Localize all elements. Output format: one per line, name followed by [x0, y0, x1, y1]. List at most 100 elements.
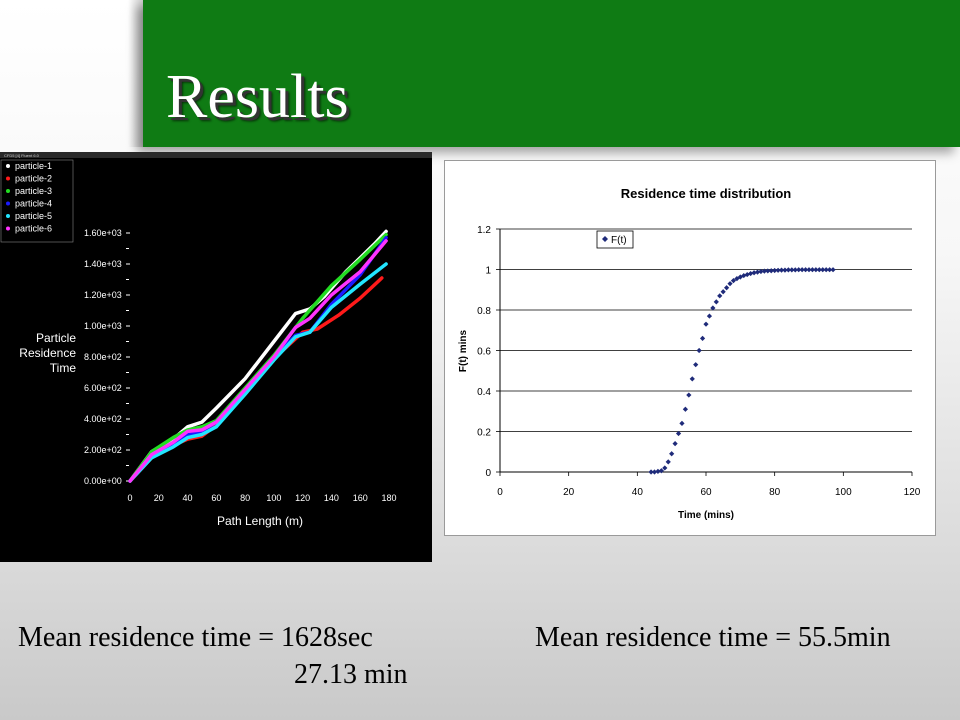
y-tick-label: 0.00e+00: [84, 476, 122, 486]
data-point: [686, 392, 692, 398]
data-point: [806, 267, 812, 273]
x-tick-label: 80: [240, 493, 250, 503]
data-point: [744, 271, 750, 278]
y-tick-label: 1: [485, 266, 491, 277]
legend-marker-particle-2: [6, 176, 10, 181]
data-point: [699, 335, 706, 341]
x-tick-label: 180: [381, 493, 396, 503]
data-point: [768, 268, 774, 274]
data-point: [669, 451, 675, 457]
data-point: [754, 269, 761, 275]
data-point: [720, 289, 726, 295]
data-point: [679, 420, 685, 426]
data-point: [809, 267, 816, 273]
legend-marker-particle-3: [6, 189, 10, 193]
data-point: [689, 376, 695, 382]
data-point: [778, 267, 785, 273]
x-tick-label: 60: [211, 493, 221, 503]
y-axis-label-line: Residence: [19, 346, 76, 360]
data-point: [785, 267, 791, 273]
y-tick-label: 6.00e+02: [84, 383, 122, 393]
legend-label-particle-4: particle-4: [15, 199, 52, 209]
y-tick-label: 4.00e+02: [84, 414, 122, 424]
data-point: [696, 347, 702, 354]
data-point: [820, 267, 826, 273]
slide-title: Results: [166, 63, 349, 131]
y-tick-label: 1.60e+03: [84, 228, 122, 238]
x-tick-label: 80: [769, 487, 781, 498]
legend-marker-particle-1: [6, 164, 10, 168]
y-tick-label: 1.20e+03: [84, 290, 122, 300]
data-point: [662, 465, 668, 471]
window-titlebar: [0, 152, 432, 158]
data-point: [813, 267, 819, 273]
title-bar: [143, 0, 960, 147]
data-point: [792, 267, 798, 273]
y-tick-label: 0.4: [477, 387, 491, 398]
legend-label: F(t): [611, 235, 627, 246]
x-tick-label: 60: [700, 487, 712, 498]
data-point: [675, 430, 682, 437]
data-point: [651, 469, 658, 475]
data-point: [823, 267, 829, 273]
y-tick-label: 1.00e+03: [84, 321, 122, 331]
x-axis-label: Path Length (m): [217, 514, 303, 528]
legend-label-particle-1: particle-1: [15, 161, 52, 171]
y-axis-label-line: Particle: [36, 331, 76, 345]
data-point: [724, 285, 730, 291]
y-tick-label: 2.00e+02: [84, 445, 122, 455]
legend-marker: [602, 236, 608, 242]
y-tick-label: 0.6: [477, 347, 491, 358]
chart-title: Residence time distribution: [621, 186, 792, 201]
data-point: [717, 293, 723, 299]
data-point: [758, 268, 764, 275]
data-point: [727, 281, 733, 287]
data-point: [737, 274, 743, 280]
data-point: [775, 267, 781, 273]
data-point: [682, 406, 688, 412]
y-tick-label: 0: [485, 468, 491, 479]
data-point: [751, 270, 757, 276]
caption-right: Mean residence time = 55.5min: [535, 622, 891, 653]
y-axis-label: F(t) mins: [458, 329, 469, 372]
rtd-chart: Residence time distribution 0 0.2 0.4 0.6 0.8…: [458, 186, 921, 521]
data-point: [772, 267, 778, 274]
legend-label-particle-6: particle-6: [15, 224, 52, 234]
data-point: [706, 313, 713, 319]
data-point: [789, 267, 795, 273]
x-tick-label: 120: [295, 493, 310, 503]
caption-left-line2: 27.13 min: [294, 659, 408, 690]
x-axis-label: Time (mins): [678, 510, 734, 521]
x-tick-label: 20: [154, 493, 164, 503]
legend-marker-particle-6: [6, 226, 10, 231]
x-tick-label: 20: [563, 487, 575, 498]
y-tick-label: 1.2: [477, 225, 491, 236]
x-tick-label: 0: [127, 493, 132, 503]
x-tick-label: 100: [835, 487, 852, 498]
legend-marker-particle-4: [6, 201, 10, 206]
y-tick-label: 0.2: [477, 428, 491, 439]
caption-left-line1: Mean residence time = 1628sec: [18, 622, 373, 653]
data-point: [703, 321, 709, 327]
particle-residence-chart: CFD5 [4] Fluent 6.0 0.00e+00 2.00e+02 4.00e…: [0, 152, 432, 562]
legend-marker-particle-5: [6, 214, 10, 218]
data-point: [761, 268, 767, 274]
data-point: [665, 459, 671, 465]
data-point: [827, 267, 833, 273]
data-point: [748, 270, 754, 277]
legend-label-particle-3: particle-3: [15, 186, 52, 196]
legend-label-particle-2: particle-2: [15, 174, 52, 184]
x-tick-label: 140: [324, 493, 339, 503]
series-line-particle-5: [128, 262, 388, 483]
x-tick-label: 40: [632, 487, 644, 498]
data-point: [830, 267, 836, 273]
data-point: [713, 299, 719, 305]
data-point: [741, 272, 747, 279]
x-tick-label: 120: [904, 487, 921, 498]
data-point: [658, 468, 664, 474]
rtd-panel: Residence time distribution 0 0.2 0.4 0.6 0.8…: [444, 160, 936, 536]
data-point: [782, 267, 788, 273]
x-tick-label: 160: [353, 493, 368, 503]
data-point: [730, 278, 737, 284]
data-point: [693, 362, 699, 368]
